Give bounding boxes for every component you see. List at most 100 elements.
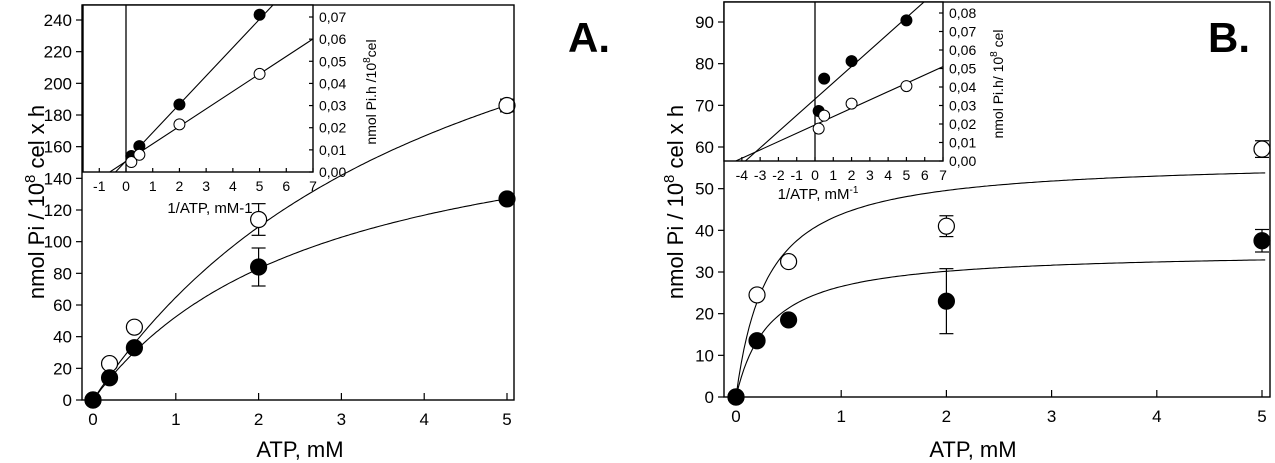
- y-tick-label: 80: [53, 264, 72, 283]
- y-tick-label: 0: [63, 391, 72, 410]
- panel-a-label: A.: [568, 14, 610, 61]
- fit-curve-filled-circle: [735, 259, 1266, 397]
- filled-circle-marker: [779, 311, 798, 329]
- inset-y-tick-label: 0,04: [949, 79, 976, 95]
- inset-y-tick-label: 0,03: [319, 98, 346, 114]
- inset-open-marker: [818, 109, 831, 122]
- y-tick-label: 90: [695, 13, 714, 32]
- y-tick-label: 20: [695, 305, 714, 324]
- inset-x-tick-label: 6: [282, 178, 290, 194]
- open-circle-marker: [779, 252, 798, 271]
- inset-x-tick-label: -2: [772, 167, 785, 183]
- x-tick-label: 1: [171, 410, 180, 429]
- y-tick-label: 180: [44, 106, 72, 125]
- regression-line: [108, 38, 313, 172]
- x-tick-label: 0: [88, 410, 97, 429]
- inset-filled-marker: [253, 8, 266, 21]
- filled-circle-marker: [125, 339, 143, 357]
- fit-curve-open-circle: [735, 172, 1266, 397]
- filled-circle-marker: [498, 190, 516, 208]
- regression-line: [734, 66, 943, 161]
- filled-circle-marker: [937, 292, 956, 310]
- inset-filled-marker: [818, 72, 831, 85]
- filled-circle-marker: [748, 332, 766, 350]
- inset-open-marker: [812, 122, 825, 135]
- x-tick-label: 2: [942, 407, 951, 426]
- inset-x-tick-label: 6: [921, 167, 929, 183]
- inset-filled-marker: [845, 55, 858, 68]
- x-tick-label: 1: [836, 407, 845, 426]
- inset-y-tick-label: 0,00: [949, 153, 976, 169]
- panel-b-inset-plot: -4 -3 -2 -1 0 1 2 3 4 5 6 70,00 0,01 0,02 0,03 0,04 0,05…: [723, 1, 976, 183]
- inset-x-tick-label: 0: [811, 167, 819, 183]
- x-tick-label: 5: [1257, 407, 1266, 426]
- y-tick-label: 60: [695, 138, 714, 157]
- x-tick-label: 4: [419, 410, 428, 429]
- inset-x-tick-label: 2: [176, 178, 184, 194]
- panel-b-ylabel: nmol Pi / 108 cel x h: [661, 105, 688, 299]
- panel-a-inset-plot: -1 0 1 2 3 4 5 6 70,00 0,01 0,02 0,03 0,04 0,05 0,06 0,…: [82, 4, 346, 194]
- inset-y-tick-label: 0,03: [949, 98, 976, 114]
- inset-area: [83, 5, 313, 172]
- panel-a-chart: 0 1 2 3 4 5020406080100120140160180200220240 …: [22, 4, 610, 462]
- inset-open-marker: [253, 67, 266, 80]
- panel-a-xlabel: ATP, mM: [256, 437, 343, 462]
- x-tick-label: 3: [337, 410, 346, 429]
- y-tick-label: 140: [44, 169, 72, 188]
- inset-open-marker: [125, 156, 138, 169]
- panel-b-inset-ylabel: nmol Pi.h/ 108 cel: [989, 29, 1006, 138]
- inset-x-tick-label: -1: [790, 167, 803, 183]
- inset-open-marker: [133, 148, 146, 161]
- filled-circle-marker: [250, 258, 268, 276]
- x-tick-label: 4: [1152, 407, 1161, 426]
- panel-b-inset-xlabel: 1/ATP, mM-1: [778, 185, 859, 203]
- open-circle-marker: [100, 354, 119, 373]
- panel-a-ylabel: nmol Pi / 108 cel x h: [22, 105, 49, 299]
- inset-y-tick-label: 0,06: [319, 31, 346, 47]
- inset-x-tick-label: 7: [939, 167, 947, 183]
- inset-x-tick-label: 1: [829, 167, 837, 183]
- inset-x-tick-label: 2: [848, 167, 856, 183]
- inset-open-marker: [900, 80, 913, 93]
- x-tick-label: 5: [502, 410, 511, 429]
- inset-x-tick-label: 1: [149, 178, 157, 194]
- inset-x-tick-label: 3: [866, 167, 874, 183]
- panel-b-label: B.: [1208, 14, 1250, 61]
- inset-y-tick-label: 0,05: [319, 53, 346, 69]
- inset-y-tick-label: 0,00: [319, 164, 346, 180]
- y-tick-label: 0: [705, 388, 714, 407]
- fit-curve-open-circle: [92, 102, 514, 400]
- inset-y-tick-label: 0,07: [949, 24, 976, 40]
- panel-a-inset-ylabel: nmol Pi.h /108cel: [362, 39, 379, 144]
- inset-x-tick-label: -3: [754, 167, 767, 183]
- open-circle-marker: [1253, 140, 1271, 158]
- inset-y-tick-label: 0,01: [319, 142, 346, 158]
- inset-y-tick-label: 0,04: [319, 75, 346, 91]
- inset-y-tick-label: 0,06: [949, 42, 976, 58]
- y-tick-label: 40: [695, 221, 714, 240]
- inset-y-tick-label: 0,02: [949, 116, 976, 132]
- filled-circle-marker: [100, 369, 119, 387]
- y-tick-label: 20: [53, 359, 72, 378]
- plot-frame: [723, 1, 1271, 398]
- y-tick-label: 120: [44, 201, 72, 220]
- y-tick-label: 70: [695, 96, 714, 115]
- panel-a-inset-xlabel: 1/ATP, mM-1: [167, 200, 252, 217]
- inset-x-tick-label: -1: [93, 178, 106, 194]
- x-tick-label: 2: [254, 410, 263, 429]
- inset-y-tick-label: 0,07: [319, 9, 346, 25]
- x-tick-label: 3: [1047, 407, 1056, 426]
- inset-y-tick-label: 0,08: [949, 5, 976, 21]
- x-tick-label: 0: [731, 407, 740, 426]
- inset-x-tick-label: 4: [884, 167, 892, 183]
- y-tick-label: 80: [695, 55, 714, 74]
- y-tick-label: 200: [44, 74, 72, 93]
- y-tick-label: 10: [695, 346, 714, 365]
- filled-circle-marker: [1253, 232, 1271, 250]
- open-circle-marker: [937, 217, 956, 235]
- y-tick-label: 100: [44, 233, 72, 252]
- inset-x-tick-label: 5: [903, 167, 911, 183]
- inset-x-tick-label: 0: [122, 178, 130, 194]
